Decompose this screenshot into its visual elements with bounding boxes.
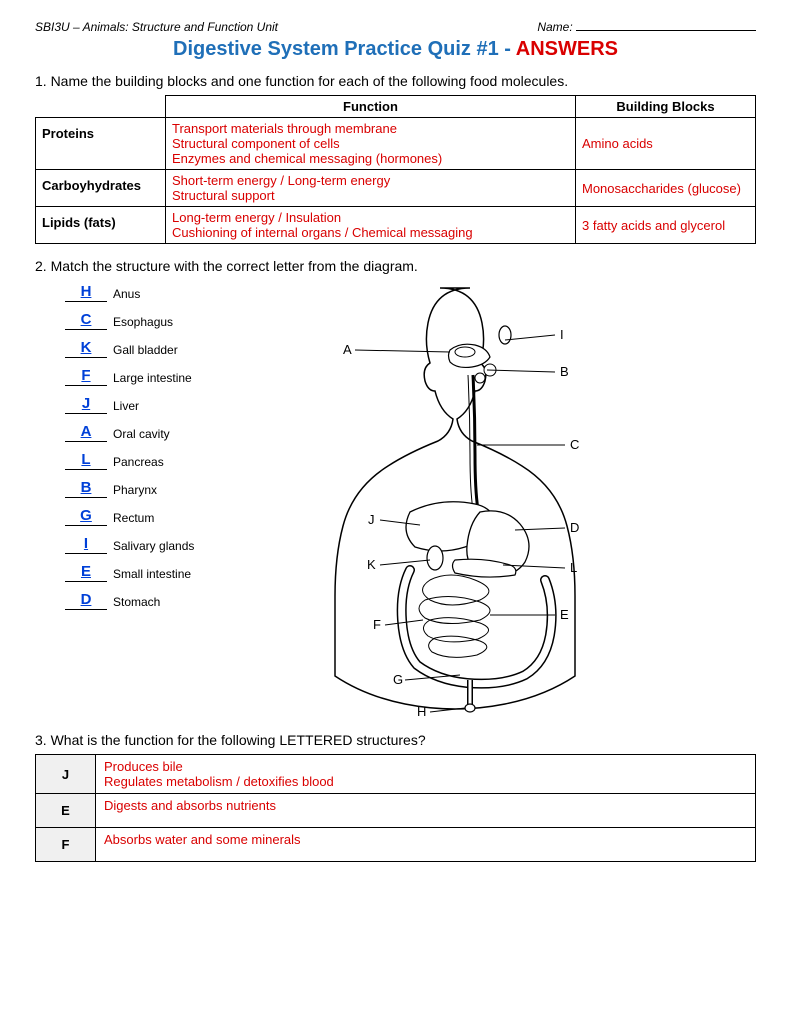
q1-blocks-answer: Amino acids [576, 118, 756, 170]
match-row: D Stomach [65, 592, 235, 610]
match-list: H Anus C Esophagus K Gall bladder F Large intes… [35, 280, 235, 620]
svg-text:C: C [570, 437, 579, 452]
digestive-diagram: A J K F G H I B C D L E [255, 280, 685, 720]
q2-prompt: 2. Match the structure with the correct … [35, 258, 756, 274]
q1-col-blocks: Building Blocks [576, 96, 756, 118]
match-answer-letter: H [65, 284, 107, 302]
match-organ-label: Large intestine [113, 371, 192, 386]
svg-text:I: I [560, 327, 564, 342]
course-text: SBI3U – Animals: Structure and Function … [35, 20, 278, 34]
match-organ-label: Pancreas [113, 455, 164, 470]
q3-row: FAbsorbs water and some minerals [36, 828, 756, 862]
match-row: G Rectum [65, 508, 235, 526]
match-answer-letter: E [65, 564, 107, 582]
q1-row: CarboyhydratesShort-term energy / Long-t… [36, 170, 756, 207]
match-answer-letter: G [65, 508, 107, 526]
match-organ-label: Esophagus [113, 315, 173, 330]
match-row: B Pharynx [65, 480, 235, 498]
q1-row-label: Lipids (fats) [36, 207, 166, 244]
svg-text:D: D [570, 520, 579, 535]
match-row: I Salivary glands [65, 536, 235, 554]
q1-function-answer: Long-term energy / Insulation Cushioning… [166, 207, 576, 244]
match-row: A Oral cavity [65, 424, 235, 442]
q3-key: F [36, 828, 96, 862]
page-header: SBI3U – Animals: Structure and Function … [35, 20, 756, 34]
svg-text:A: A [343, 342, 352, 357]
q2-container: H Anus C Esophagus K Gall bladder F Large intes… [35, 280, 756, 720]
svg-text:J: J [368, 512, 375, 527]
svg-text:H: H [417, 704, 426, 719]
q1-table: Function Building Blocks ProteinsTranspo… [35, 95, 756, 244]
name-blank-line [576, 30, 756, 31]
match-answer-letter: J [65, 396, 107, 414]
match-organ-label: Stomach [113, 595, 160, 610]
svg-text:B: B [560, 364, 569, 379]
svg-text:G: G [393, 672, 403, 687]
match-row: E Small intestine [65, 564, 235, 582]
q3-key: J [36, 755, 96, 794]
match-organ-label: Anus [113, 287, 140, 302]
body-svg: A J K F G H I B C D L E [255, 280, 685, 720]
match-answer-letter: C [65, 312, 107, 330]
match-organ-label: Salivary glands [113, 539, 194, 554]
q1-row-label: Proteins [36, 118, 166, 170]
match-answer-letter: D [65, 592, 107, 610]
match-row: J Liver [65, 396, 235, 414]
match-answer-letter: F [65, 368, 107, 386]
svg-text:K: K [367, 557, 376, 572]
match-row: L Pancreas [65, 452, 235, 470]
match-row: K Gall bladder [65, 340, 235, 358]
q3-answer: Produces bile Regulates metabolism / det… [96, 755, 756, 794]
svg-text:L: L [570, 560, 577, 575]
match-organ-label: Small intestine [113, 567, 191, 582]
q3-row: JProduces bile Regulates metabolism / de… [36, 755, 756, 794]
match-organ-label: Pharynx [113, 483, 157, 498]
match-answer-letter: L [65, 452, 107, 470]
answers-label: ANSWERS [516, 38, 618, 60]
match-organ-label: Oral cavity [113, 427, 170, 442]
q1-function-answer: Transport materials through membrane Str… [166, 118, 576, 170]
q1-col-function: Function [166, 96, 576, 118]
name-field: Name: [537, 20, 756, 34]
q1-row: Lipids (fats)Long-term energy / Insulati… [36, 207, 756, 244]
q1-row-label: Carboyhydrates [36, 170, 166, 207]
q3-answer: Digests and absorbs nutrients [96, 794, 756, 828]
match-row: H Anus [65, 284, 235, 302]
q3-table: JProduces bile Regulates metabolism / de… [35, 754, 756, 862]
match-answer-letter: K [65, 340, 107, 358]
match-answer-letter: A [65, 424, 107, 442]
page-title: Digestive System Practice Quiz #1 - ANSW… [35, 38, 756, 61]
q1-function-answer: Short-term energy / Long-term energy Str… [166, 170, 576, 207]
match-row: C Esophagus [65, 312, 235, 330]
match-organ-label: Rectum [113, 511, 154, 526]
match-organ-label: Gall bladder [113, 343, 178, 358]
svg-text:F: F [373, 617, 381, 632]
svg-text:E: E [560, 607, 569, 622]
match-answer-letter: B [65, 480, 107, 498]
q3-row: EDigests and absorbs nutrients [36, 794, 756, 828]
q3-key: E [36, 794, 96, 828]
q1-empty-header [36, 96, 166, 118]
q1-blocks-answer: 3 fatty acids and glycerol [576, 207, 756, 244]
q3-prompt: 3. What is the function for the followin… [35, 732, 756, 748]
match-organ-label: Liver [113, 399, 139, 414]
q1-blocks-answer: Monosaccharides (glucose) [576, 170, 756, 207]
q1-prompt: 1. Name the building blocks and one func… [35, 73, 756, 89]
match-answer-letter: I [65, 536, 107, 554]
q3-answer: Absorbs water and some minerals [96, 828, 756, 862]
match-row: F Large intestine [65, 368, 235, 386]
q1-row: ProteinsTransport materials through memb… [36, 118, 756, 170]
